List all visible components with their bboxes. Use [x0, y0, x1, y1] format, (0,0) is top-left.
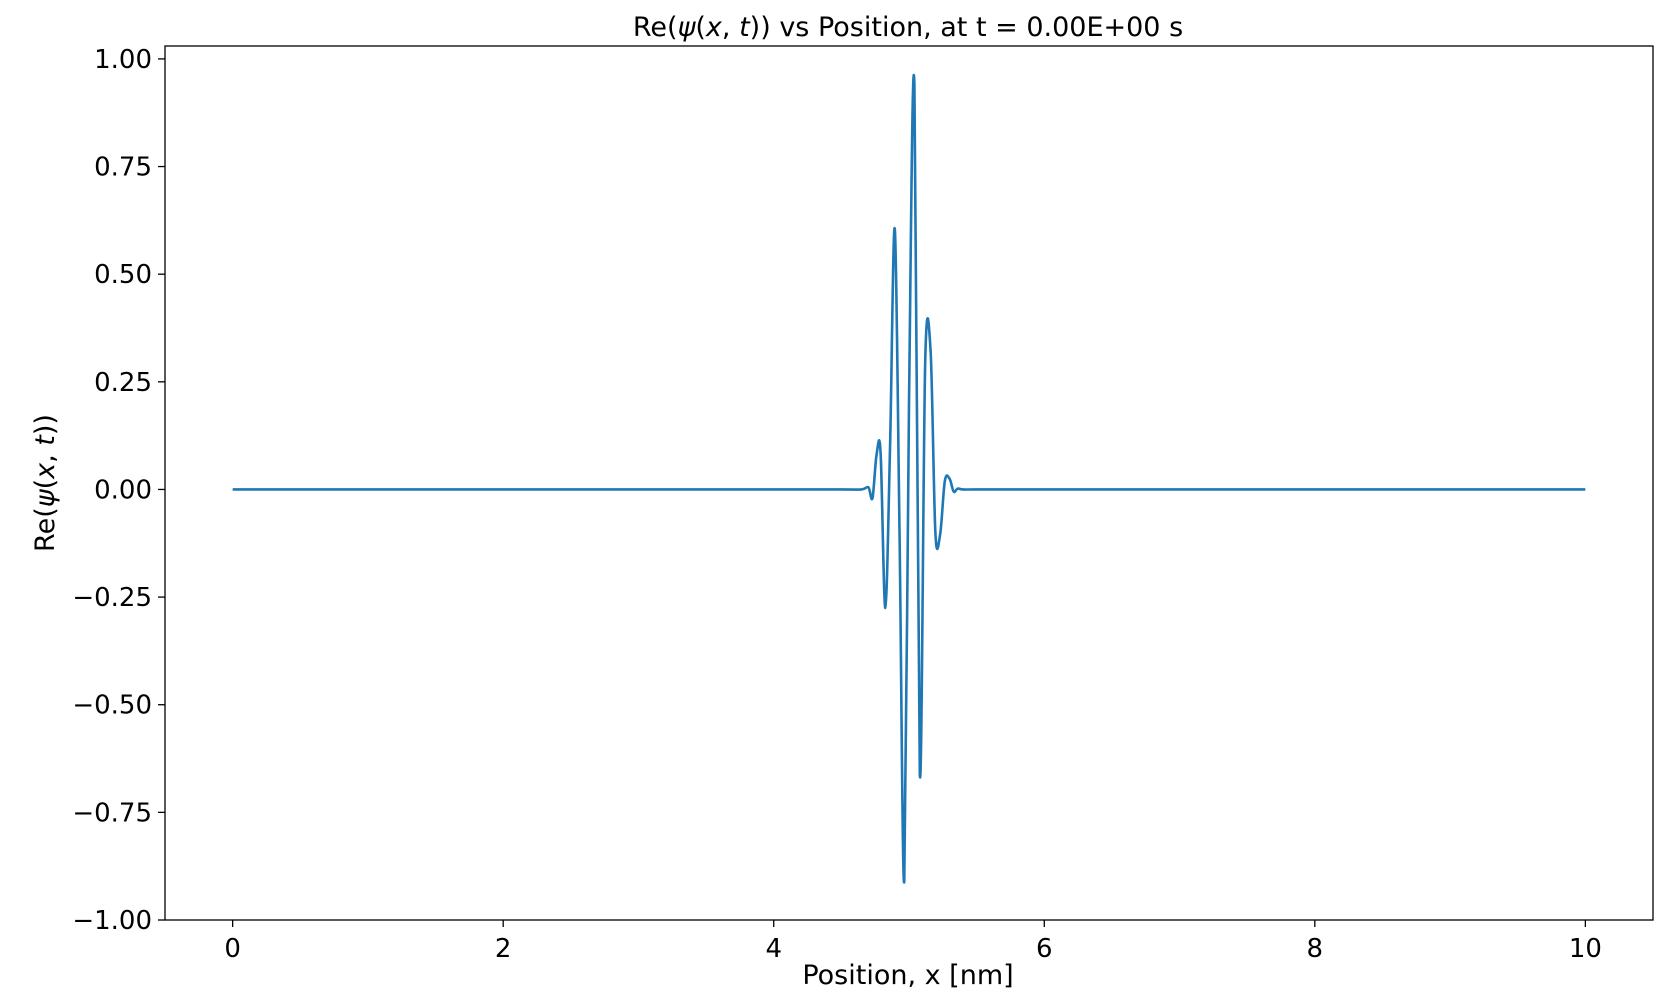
y-tick-label: −1.00 — [72, 906, 152, 936]
x-axis-label: Position, x [nm] — [802, 960, 1013, 991]
x-axis-ticks: 0 2 4 6 8 10 — [224, 920, 1602, 964]
y-tick-label: 1.00 — [94, 45, 152, 75]
chart-title: Re(ψ(x, t)) vs Position, at t = 0.00E+00… — [633, 12, 1183, 43]
y-tick-label: −0.50 — [72, 691, 152, 721]
y-tick-label: 0.00 — [94, 475, 152, 505]
x-tick-label: 0 — [224, 934, 241, 964]
plot-area — [232, 73, 1586, 884]
series-line-0 — [232, 73, 1586, 884]
x-tick-label: 2 — [495, 934, 512, 964]
y-tick-label: 0.50 — [94, 260, 152, 290]
x-tick-label: 8 — [1307, 934, 1324, 964]
axes-frame — [164, 45, 1654, 921]
x-tick-label: 6 — [1036, 934, 1053, 964]
x-tick-label: 4 — [765, 934, 782, 964]
y-axis-label: Re(ψ(x, t)) — [30, 414, 61, 552]
y-tick-label: −0.75 — [72, 798, 152, 828]
y-tick-label: −0.25 — [72, 583, 152, 613]
y-tick-label: 0.25 — [94, 368, 152, 398]
x-tick-label: 10 — [1569, 934, 1602, 964]
y-tick-label: 0.75 — [94, 153, 152, 183]
y-axis-ticks: 1.00 0.75 0.50 0.25 0.00 −0.25 −0.50 −0.75 −1.00 — [72, 45, 165, 936]
